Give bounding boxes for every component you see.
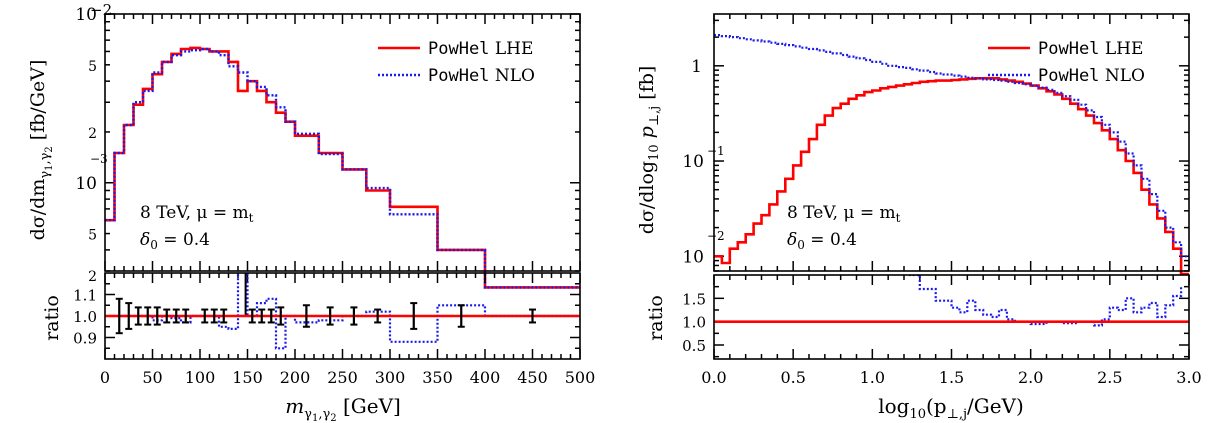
left-legend: PowHel LHE PowHel NLO — [378, 39, 535, 86]
left-ratio-plot: 0 50 100 150 200 250 300 350 400 450 500 0.9 1.0 1.1 2 — [73, 269, 596, 387]
right-ytick-exp-b: −2 — [707, 229, 725, 243]
left-ratio-xtick-label: 450 — [517, 368, 548, 387]
left-ytick-exp-mid: −3 — [90, 152, 108, 166]
left-main-ytick-label: 2 — [88, 126, 97, 142]
right-ytick-exp-a: −1 — [707, 144, 725, 158]
left-ylabel: dσ/dmγ1,γ2 [fb/GeV] — [27, 60, 55, 241]
left-ratio-ylabel: ratio — [41, 295, 63, 341]
left-main-ytick-label: 10 — [75, 5, 97, 25]
right-ratio-xtick-label: 2.0 — [1018, 368, 1043, 387]
left-main-ytick-label: 10 — [75, 174, 97, 194]
left-legend-label-nlo: PowHel NLO — [428, 66, 535, 86]
left-main-ytick-label: 5 — [88, 228, 97, 244]
right-main-ytick-label: 10 — [682, 152, 704, 172]
left-main-ytick-label: 5 — [88, 59, 97, 75]
left-ratio-xtick-label: 0 — [100, 368, 110, 387]
left-annotation-energy: 8 TeV, μ = mt — [140, 203, 254, 225]
right-ratio-xtick-label: 0.5 — [780, 368, 805, 387]
right-annotation-delta: δ0 = 0.4 — [787, 230, 857, 252]
right-main-ytick-label: 1 — [691, 57, 702, 77]
right-ratio-frame — [713, 274, 1190, 360]
left-main-plot: 10 5 2 10 5 — [75, 5, 581, 289]
right-ratio-ylabel: ratio — [645, 295, 667, 341]
right-ratio-xtick-label: 0.0 — [701, 368, 726, 387]
left-legend-label-lhe: PowHel LHE — [428, 39, 533, 59]
right-main-ytick-label: 10 — [682, 247, 704, 267]
left-series-nlo — [105, 47, 580, 289]
right-legend: PowHel LHE PowHel NLO — [988, 39, 1145, 86]
left-ytick-exp-top: −2 — [90, 1, 112, 19]
left-main-frame — [104, 13, 581, 272]
right-ratio-xtick-label: 1.0 — [860, 368, 885, 387]
left-ratio-xtick-label: 50 — [142, 368, 162, 387]
right-series-nlo — [714, 34, 1189, 258]
left-ratio-xtick-label: 500 — [565, 368, 596, 387]
right-ratio-xtick-label: 2.5 — [1097, 368, 1122, 387]
left-chart-panel: 10 5 2 10 5 0 50 100 150 200 250 300 350 400 450 500 0.… — [27, 1, 595, 423]
right-ratio-ytick-label: 1.5 — [682, 290, 706, 308]
right-ratio-plot: 0.0 0.5 1.0 1.5 2.0 2.5 3.0 0.5 1.0 1.5 — [682, 275, 1202, 387]
right-ratio-xtick-label: 1.5 — [939, 368, 964, 387]
left-ratio-ytick-label: 1.0 — [73, 308, 97, 326]
right-series-lhe — [714, 77, 1189, 276]
right-ylabel: dσ/dlog10 p⊥,j [fb] — [636, 66, 662, 235]
right-main-frame — [713, 13, 1190, 272]
right-main-plot: 1 10 10 — [682, 14, 1190, 276]
right-ratio-ytick-label: 1.0 — [682, 314, 706, 332]
left-ratio-xtick-label: 400 — [470, 368, 501, 387]
left-ratio-xtick-label: 250 — [327, 368, 358, 387]
right-annotation-energy: 8 TeV, μ = mt — [787, 203, 901, 225]
left-ratio-xtick-label: 350 — [422, 368, 453, 387]
right-legend-label-nlo: PowHel NLO — [1038, 66, 1145, 86]
left-ratio-xtick-label: 100 — [185, 368, 216, 387]
left-ratio-top-label: 2 — [88, 269, 97, 285]
right-ratio-ytick-label: 0.5 — [682, 337, 706, 355]
right-chart-panel: 1 10 10 0.0 0.5 1.0 1.5 2.0 2.5 3.0 0.5 1.0 1.5 dσ/… — [636, 13, 1202, 422]
left-ratio-ytick-label: 0.9 — [73, 330, 97, 348]
right-legend-label-lhe: PowHel LHE — [1038, 39, 1143, 59]
left-ratio-ytick-label: 1.1 — [73, 287, 97, 305]
left-xlabel: mγ1,γ2 [GeV] — [285, 394, 401, 423]
right-xlabel: log10(p⊥,j/GeV) — [878, 394, 1024, 422]
left-ratio-xtick-label: 300 — [375, 368, 406, 387]
left-annotation-delta: δ0 = 0.4 — [140, 230, 210, 252]
left-ratio-xtick-label: 200 — [280, 368, 311, 387]
left-ratio-frame — [104, 272, 581, 360]
left-ratio-xtick-label: 150 — [232, 368, 263, 387]
right-ratio-xtick-label: 3.0 — [1176, 368, 1201, 387]
right-ratio-nlo-curve — [908, 275, 1183, 327]
